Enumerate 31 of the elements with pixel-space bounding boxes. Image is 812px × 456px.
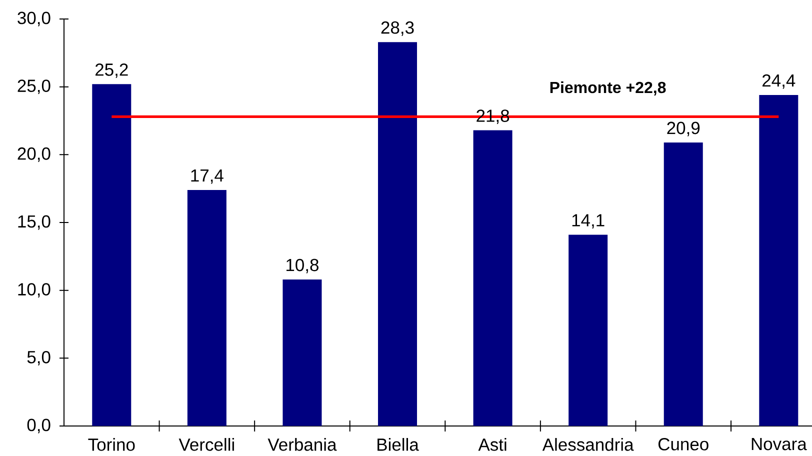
bar [568, 234, 608, 426]
bar [473, 130, 512, 426]
data-label: 25,2 [95, 63, 128, 78]
y-tick-label: 30,0 [18, 12, 50, 26]
bar [187, 190, 226, 426]
data-label: 28,3 [381, 21, 414, 36]
y-tick-label: 10,0 [18, 283, 50, 298]
y-tick-label: 25,0 [18, 80, 50, 94]
data-label: 17,4 [191, 169, 224, 184]
x-tick-label: Biella [378, 438, 419, 451]
y-tick-label: 20,0 [18, 147, 50, 162]
bar [759, 94, 798, 426]
x-tick-label: Alessandria [542, 438, 634, 451]
x-tick-label: Vercelli [178, 438, 234, 451]
data-label: 20,9 [667, 122, 700, 136]
x-tick-label: Asti [478, 438, 506, 451]
data-label: 14,1 [572, 214, 604, 229]
data-label: 10,8 [286, 258, 318, 274]
x-tick-label: Verbania [268, 438, 337, 451]
y-tick-label: 15,0 [18, 215, 50, 230]
x-tick-label: Novara [752, 438, 807, 450]
data-label: 24,4 [762, 74, 796, 89]
x-tick-label: Torino [88, 438, 135, 451]
bar [282, 279, 322, 426]
y-tick-label: 5,0 [27, 350, 50, 366]
y-tick-label: 0,0 [27, 418, 50, 434]
bar [92, 84, 132, 426]
bar [664, 142, 703, 426]
bar [378, 42, 418, 426]
ref-line-label: Piemonte +22,8 [550, 81, 666, 96]
x-tick-label: Cuneo [658, 438, 708, 450]
